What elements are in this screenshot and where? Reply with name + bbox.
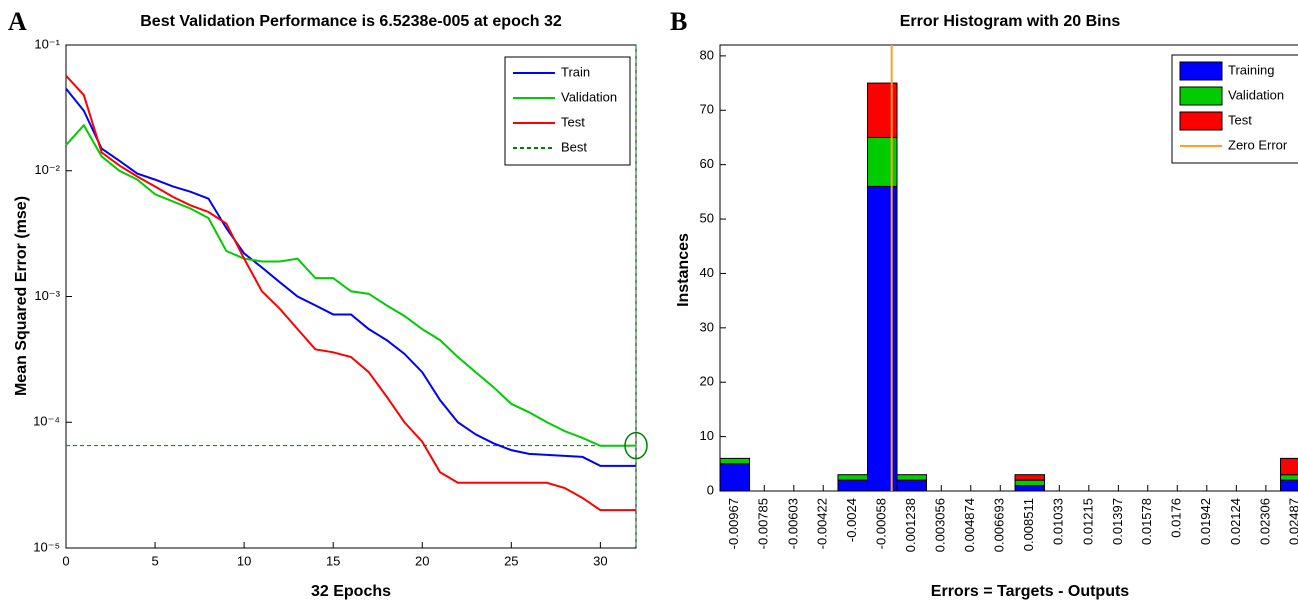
- y-tick-label: 80: [700, 47, 714, 62]
- chart-title: Best Validation Performance is 6.5238e-0…: [140, 13, 562, 30]
- y-tick-label: 70: [700, 102, 714, 117]
- panel-label: A: [8, 7, 27, 36]
- x-tick-label: -0.00422: [815, 498, 830, 549]
- legend-label: Training: [1228, 62, 1274, 77]
- x-tick-label: 0.006693: [992, 498, 1007, 552]
- legend-box: [504, 56, 631, 166]
- x-tick-label: 0.02124: [1228, 498, 1243, 545]
- y-tick-label: 10⁻²: [34, 162, 60, 177]
- legend-label: Validation: [1228, 87, 1284, 102]
- series-line: [65, 75, 636, 512]
- x-tick-label: 0.001238: [903, 498, 918, 552]
- y-tick-label: 60: [700, 156, 714, 171]
- y-tick-label: 10⁻³: [34, 288, 60, 303]
- x-tick-label: 0.01397: [1110, 498, 1125, 545]
- histogram-bar: [1279, 479, 1298, 492]
- histogram-bar: [837, 479, 868, 492]
- x-tick-label: 0.01942: [1198, 498, 1213, 545]
- x-tick-label: -0.00603: [785, 498, 800, 549]
- histogram-bar: [1014, 485, 1046, 492]
- x-tick-label: 20: [415, 553, 429, 568]
- y-tick-label: 10⁻¹: [34, 36, 60, 51]
- legend-label: Test: [1228, 112, 1252, 127]
- x-tick-label: 0.01215: [1080, 498, 1095, 545]
- y-tick-label: 30: [700, 319, 714, 334]
- x-tick-label: 25: [504, 553, 518, 568]
- histogram-bar: [1279, 474, 1298, 481]
- y-tick-label: 10: [700, 428, 714, 443]
- x-tick-label: 30: [593, 553, 607, 568]
- x-tick-label: -0.00058: [874, 498, 889, 549]
- x-tick-label: -0.00967: [726, 498, 741, 549]
- y-tick-label: 50: [700, 210, 714, 225]
- x-tick-label: 0.004874: [962, 498, 977, 552]
- histogram-bar: [719, 457, 751, 465]
- histogram-bar: [837, 474, 868, 481]
- x-tick-label: 0.01578: [1139, 498, 1154, 545]
- panel-label: B: [670, 7, 687, 36]
- legend-swatch: [1179, 61, 1223, 81]
- x-axis-label: Errors = Targets - Outputs: [931, 583, 1130, 600]
- histogram-bar: [1014, 479, 1046, 487]
- y-tick-label: 20: [700, 374, 714, 389]
- legend-label: Zero Error: [1228, 137, 1288, 152]
- y-tick-label: 10⁻⁴: [33, 414, 60, 429]
- legend-label: Validation: [561, 89, 617, 104]
- histogram-bar: [719, 463, 751, 492]
- legend-label: Best: [561, 139, 587, 154]
- x-tick-label: 0.003056: [933, 498, 948, 552]
- x-axis-label: 32 Epochs: [311, 583, 391, 600]
- x-tick-label: 0: [62, 553, 69, 568]
- x-tick-label: 5: [151, 553, 158, 568]
- histogram-bar: [896, 479, 928, 492]
- y-tick-label: 10⁻⁵: [33, 539, 60, 554]
- best-marker: [624, 431, 648, 460]
- x-tick-label: 0.01033: [1051, 498, 1066, 545]
- x-tick-label: 0.02306: [1257, 498, 1272, 545]
- legend-swatch: [1179, 111, 1223, 131]
- legend-label: Train: [561, 64, 590, 79]
- histogram-bar: [896, 474, 928, 481]
- series-line: [65, 87, 636, 467]
- x-tick-label: -0.0024: [844, 498, 859, 542]
- x-tick-label: 0.0176: [1169, 498, 1184, 538]
- histogram-bar: [1279, 457, 1298, 476]
- x-tick-label: 15: [326, 553, 340, 568]
- y-tick-label: 0: [707, 482, 714, 497]
- legend-label: Test: [561, 114, 585, 129]
- y-axis-label: Mean Squared Error (mse): [13, 196, 30, 396]
- series-line: [65, 123, 637, 447]
- x-tick-label: 0.02487: [1287, 498, 1298, 545]
- legend-swatch: [1179, 86, 1223, 106]
- y-tick-label: 40: [700, 265, 714, 280]
- chart-title: Error Histogram with 20 Bins: [900, 13, 1121, 30]
- x-tick-label: -0.00785: [756, 498, 771, 549]
- x-tick-label: 10: [237, 553, 251, 568]
- x-tick-label: 0.008511: [1021, 498, 1036, 551]
- y-axis-label: Instances: [675, 233, 692, 307]
- histogram-bar: [1014, 474, 1046, 481]
